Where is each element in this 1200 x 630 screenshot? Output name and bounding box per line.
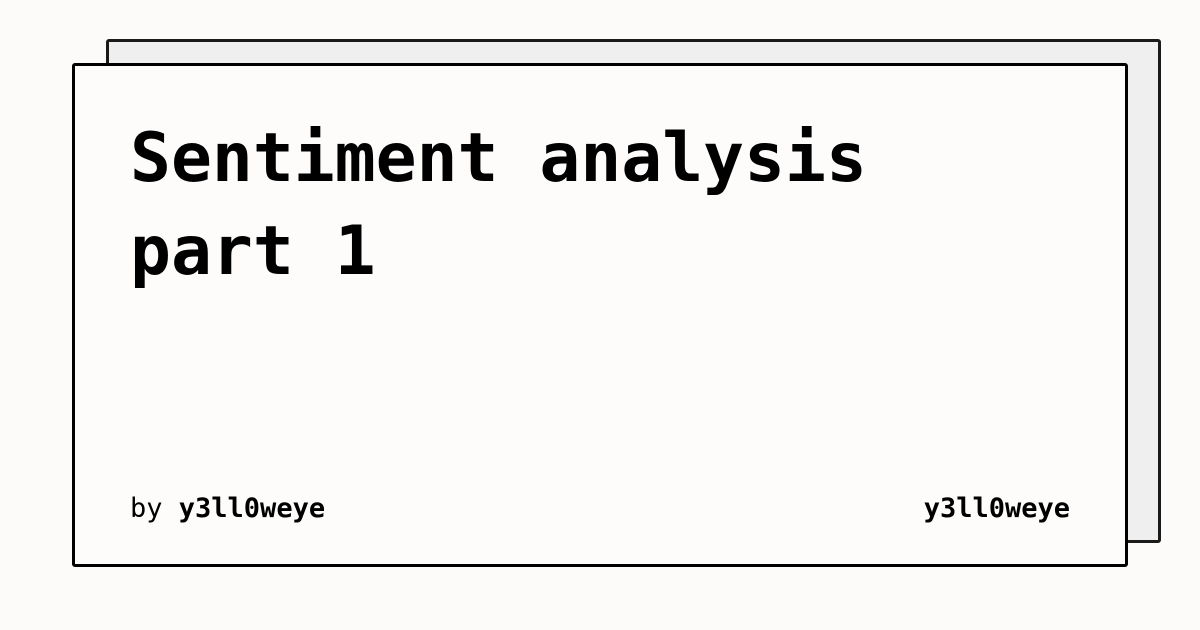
title-line-2: part 1 <box>130 212 376 291</box>
site-name: y3ll0weye <box>923 492 1070 524</box>
page-title: Sentiment analysis part 1 <box>130 112 1030 298</box>
byline-prefix: by <box>130 492 163 524</box>
card-footer: by y3ll0weye y3ll0weye <box>130 490 1070 526</box>
title-line-1: Sentiment analysis <box>130 119 867 198</box>
author-name: y3ll0weye <box>178 492 326 524</box>
title-card: Sentiment analysis part 1 by y3ll0weye y… <box>72 63 1128 567</box>
byline: by y3ll0weye <box>130 493 325 524</box>
